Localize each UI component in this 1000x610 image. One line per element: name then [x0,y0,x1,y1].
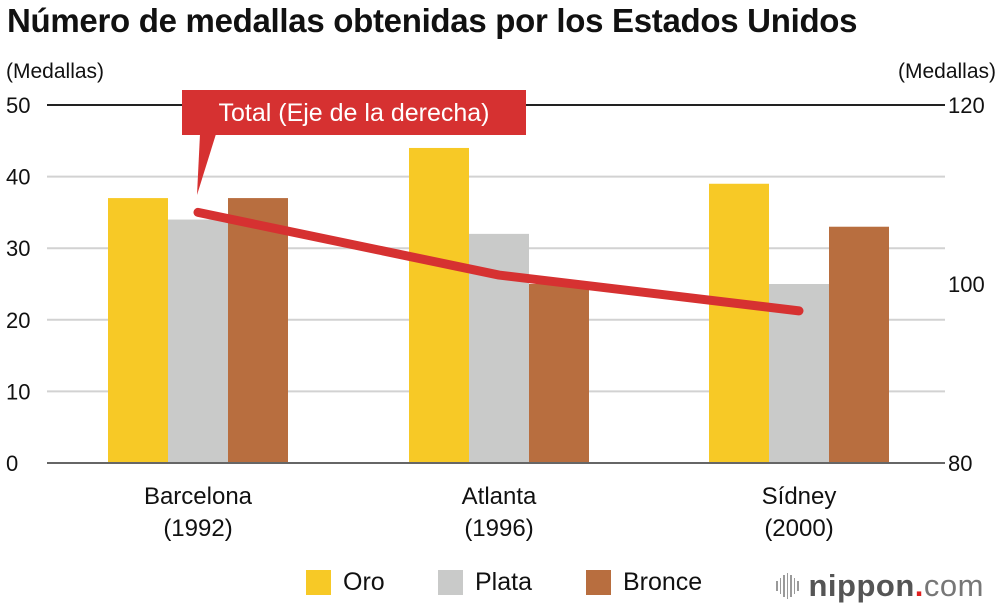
legend-label-oro: Oro [343,568,385,596]
right-tick-label: 80 [948,451,972,476]
x-label-city: Atlanta [462,483,537,510]
bar-bronce-1 [529,284,589,463]
logo-brand: nippon [808,568,915,603]
soundwave-icon [776,573,799,599]
annotation-box [182,90,526,135]
legend-item-bronce: Bronce [586,568,702,597]
left-axis-unit-label: (Medallas) [6,60,105,83]
legend-swatch-plata [438,570,463,595]
total-line [193,207,804,316]
nippon-logo: nippon.com [776,568,984,604]
legend-swatch-bronce [586,570,611,595]
x-label-city: Barcelona [144,483,253,510]
left-tick-label: 40 [6,165,30,190]
annotation-pointer [197,134,216,195]
logo-suffix: com [923,568,984,603]
x-label-year: (1996) [464,515,533,542]
x-label-year: (1992) [163,515,232,542]
right-axis-ticks: 80 100 120 [948,93,985,476]
annotation-text: Total (Eje de la derecha) [219,99,490,127]
legend-label-plata: Plata [475,568,532,596]
x-axis-labels: Barcelona (1992) Atlanta (1996) Sídney (2000) [144,483,836,542]
legend-item-oro: Oro [306,568,385,597]
bar-plata-0 [168,219,228,463]
legend: Oro Plata Bronce [0,568,1000,604]
legend-label-bronce: Bronce [623,568,703,596]
left-axis-ticks: 0 10 20 30 40 50 [6,93,30,476]
legend-swatch-oro [306,570,331,595]
chart-title: Número de medallas obtenidas por los Est… [7,2,858,39]
left-tick-label: 20 [6,308,30,333]
x-label-city: Sídney [762,483,837,510]
bar-oro-2 [709,183,769,463]
right-tick-label: 120 [948,93,985,118]
left-tick-label: 0 [6,451,18,476]
bar-oro-1 [409,147,469,463]
right-tick-label: 100 [948,272,985,297]
bar-bronce-2 [829,226,889,463]
left-tick-label: 50 [6,93,30,118]
right-axis-unit-label: (Medallas) [897,60,996,83]
bars [47,147,945,464]
bar-oro-0 [108,198,168,463]
annotation-callout: Total (Eje de la derecha) [182,90,526,195]
left-tick-label: 10 [6,379,30,404]
x-label-year: (2000) [764,515,833,542]
logo-dot: . [914,568,924,603]
left-tick-label: 30 [6,236,30,261]
legend-item-plata: Plata [438,568,532,597]
bar-bronce-0 [228,198,288,463]
